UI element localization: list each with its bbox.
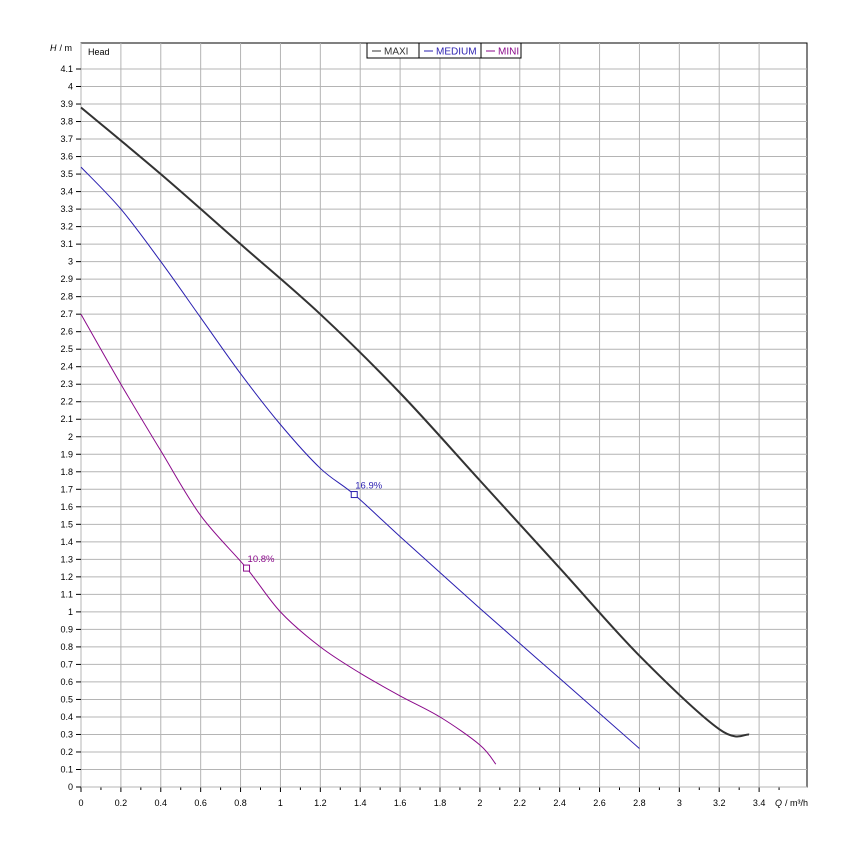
legend-box xyxy=(366,42,522,59)
legend-item-medium: MEDIUM xyxy=(436,47,477,58)
y-tick-label: 2.3 xyxy=(60,379,73,389)
series-line-mini xyxy=(80,313,497,765)
x-tick-label: 1.6 xyxy=(394,798,407,808)
y-tick-label: 3.7 xyxy=(60,134,73,144)
y-tick-label: 0.3 xyxy=(60,729,73,739)
grid xyxy=(76,42,808,792)
y-tick-label: 1.5 xyxy=(60,519,73,529)
y-tick-label: 2.2 xyxy=(60,397,73,407)
x-tick-label: 2.2 xyxy=(514,798,527,808)
y-tick-label: 1.2 xyxy=(60,572,73,582)
y-tick-label: 0.1 xyxy=(60,764,73,774)
y-tick-label: 2 xyxy=(68,432,73,442)
y-tick-label: 2.9 xyxy=(60,274,73,284)
y-tick-label: 1.6 xyxy=(60,502,73,512)
x-tick-label: 3 xyxy=(677,798,682,808)
y-tick-label: 1.8 xyxy=(60,467,73,477)
x-tick-label: 2.6 xyxy=(593,798,606,808)
efficiency-marker xyxy=(350,491,358,499)
y-tick-label: 1.4 xyxy=(60,537,73,547)
legend-item-maxi: MAXI xyxy=(384,47,408,58)
x-tick-label: 0 xyxy=(78,798,83,808)
y-tick-label: 1 xyxy=(68,607,73,617)
y-tick-label: 0.9 xyxy=(60,624,73,634)
plot-frame xyxy=(80,42,808,788)
y-tick-label: 1.1 xyxy=(60,589,73,599)
y-tick-label: 3 xyxy=(68,257,73,267)
y-tick-label: 0.8 xyxy=(60,642,73,652)
y-tick-label: 0.7 xyxy=(60,659,73,669)
y-tick-label: 3.5 xyxy=(60,169,73,179)
y-tick-label: 4.1 xyxy=(60,64,73,74)
x-tick-label: 0.4 xyxy=(155,798,168,808)
y-tick-label: 2.6 xyxy=(60,327,73,337)
y-tick-label: 4 xyxy=(68,82,73,92)
annotations: 16.9% 10.8% xyxy=(243,481,383,572)
y-tick-label: 3.3 xyxy=(60,204,73,214)
x-tick-label: 0.6 xyxy=(194,798,207,808)
x-tick-label: 3.2 xyxy=(713,798,726,808)
x-tick-label: 2.4 xyxy=(553,798,566,808)
tick-labels: 0 0.2 0.4 0.6 0.8 1 1.2 1.4 1.6 1.8 2 2.2 2.4 2.6 2.8 3… xyxy=(50,43,808,808)
y-tick-label: 2.8 xyxy=(60,292,73,302)
series-line-maxi xyxy=(80,106,750,738)
y-tick-label: 3.6 xyxy=(60,152,73,162)
y-tick-label: 2.5 xyxy=(60,344,73,354)
series-line-medium xyxy=(80,166,640,749)
y-tick-label: 1.9 xyxy=(60,449,73,459)
x-tick-label: 2.8 xyxy=(633,798,646,808)
y-tick-label: 0.6 xyxy=(60,677,73,687)
y-tick-label: 0.2 xyxy=(60,747,73,757)
y-tick-label: 0.5 xyxy=(60,694,73,704)
series-lines xyxy=(80,106,750,765)
y-tick-label: 0.4 xyxy=(60,712,73,722)
y-axis-label: H / m xyxy=(50,43,72,53)
legend-item-mini: MINI xyxy=(498,47,519,58)
x-axis-unit: / m³/h xyxy=(785,798,808,808)
x-tick-label: 1.4 xyxy=(354,798,367,808)
y-tick-label: 1.3 xyxy=(60,554,73,564)
efficiency-marker xyxy=(243,564,251,572)
x-tick-label: 0.2 xyxy=(115,798,128,808)
legend: MAXI MEDIUM MINI xyxy=(366,42,522,59)
chart-title: Head xyxy=(88,47,110,57)
y-axis-symbol: H xyxy=(50,43,57,53)
efficiency-label: 10.8% xyxy=(248,554,275,565)
y-tick-label: 3.9 xyxy=(60,99,73,109)
x-tick-label: 1 xyxy=(278,798,283,808)
y-tick-label: 0 xyxy=(68,782,73,792)
y-tick-label: 1.7 xyxy=(60,484,73,494)
x-axis-label: Q / m³/h xyxy=(775,798,808,808)
y-tick-label: 3.1 xyxy=(60,239,73,249)
x-tick-label: 1.2 xyxy=(314,798,327,808)
y-axis-unit: / m xyxy=(60,43,73,53)
x-tick-label: 3.4 xyxy=(753,798,766,808)
x-tick-label: 0.8 xyxy=(234,798,247,808)
x-axis-symbol: Q xyxy=(775,798,782,808)
y-tick-label: 3.4 xyxy=(60,187,73,197)
x-tick-label: 2 xyxy=(477,798,482,808)
y-tick-label: 2.1 xyxy=(60,414,73,424)
y-tick-label: 2.7 xyxy=(60,309,73,319)
efficiency-label: 16.9% xyxy=(355,481,382,492)
x-tick-label: 1.8 xyxy=(434,798,447,808)
y-tick-label: 3.8 xyxy=(60,117,73,127)
y-tick-label: 3.2 xyxy=(60,222,73,232)
y-tick-label: 2.4 xyxy=(60,362,73,372)
